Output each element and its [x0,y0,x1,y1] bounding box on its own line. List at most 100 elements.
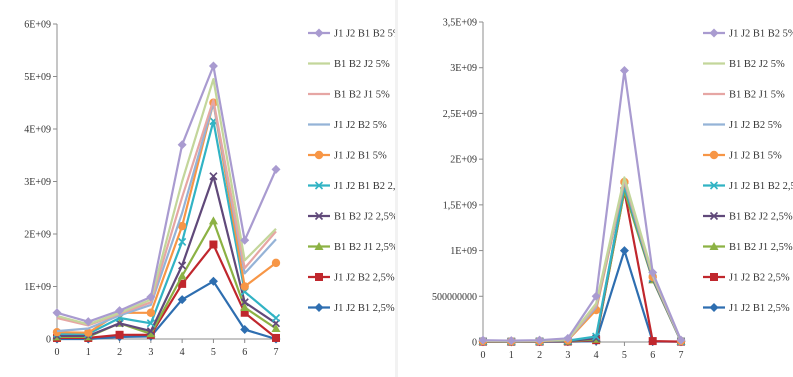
right-x-tick-label: 2 [537,350,542,361]
left-legend-item: J1 J2 B1 B2 2,5% [308,181,395,192]
right-series-0 [478,65,686,346]
left-data-point [240,303,250,311]
left-legend-label: B1 B2 J1 5% [334,90,390,101]
right-legend-label: B1 B2 J1 5% [729,90,785,101]
right-x-tick-label: 6 [650,350,655,361]
left-legend-label: J1 J2 B1 2,5% [334,303,395,314]
left-data-point [146,327,155,336]
left-legend-label: J1 J2 B2 2,5% [334,273,395,284]
left-data-point [208,276,218,286]
right-data-point [563,333,573,343]
right-data-point [676,335,686,345]
left-legend-marker [314,211,324,221]
left-legend-marker [314,242,324,250]
left-y-tick-label: 5E+09 [24,72,51,83]
left-series-line [56,101,277,334]
left-data-point [83,317,93,327]
left-data-point [146,308,156,317]
right-line-chart: 0 500000000 1E+09 1,5E+09 2E+09 2,5E+09 3E+09 3… [432,18,793,362]
left-legend-label: J1 J2 B1 B2 5% [334,29,395,40]
left-data-point [240,282,249,291]
left-y-tick-label: 4E+09 [24,125,51,136]
left-legend-label: J1 J2 B2 5% [334,120,387,131]
right-legend-item: B1 B2 J1 5% [703,90,785,101]
right-legend-marker [709,181,719,190]
left-x-tick-label: 7 [274,347,279,358]
left-data-point [52,308,62,318]
right-data-point [591,291,601,301]
left-y-tick-label: 3E+09 [24,177,51,188]
right-y-tick-label: 3,5E+09 [443,18,477,29]
left-x-tick-label: 6 [242,347,247,358]
right-legend-label: B1 B2 J1 2,5% [729,242,793,253]
right-legend-label: J1 J2 B1 5% [729,151,782,162]
left-y-tick-label: 1E+09 [24,282,51,293]
right-legend-label: J1 J2 B2 5% [729,120,782,131]
right-x-tick-label: 1 [509,350,514,361]
left-legend-label: B1 B2 J1 2,5% [334,242,395,253]
right-legend-label: B1 B2 J2 5% [729,59,785,70]
left-data-point [272,333,280,342]
left-series-line [57,280,277,341]
right-legend-item: J1 J2 B1 5% [703,151,782,162]
right-data-point [648,337,657,346]
left-chart-panel: 0 1E+09 2E+09 3E+09 4E+09 5E+09 6E+09 0 1 2 3 4 5 6 7 J… [0,0,395,377]
right-legend-label: J1 J2 B1 B2 2,5% [729,181,793,192]
left-legend-item: J1 J2 B2 5% [308,120,387,131]
left-legend-marker [314,303,324,312]
right-legend-marker [709,150,719,160]
left-data-point [115,330,124,339]
left-legend: J1 J2 B1 B2 5% B1 B2 J2 5% B1 B2 J1 5% J1 J… [308,28,395,314]
left-data-point [115,306,125,316]
left-series-line [56,77,277,326]
left-series-line [57,243,277,339]
left-legend-item: J1 J2 B1 2,5% [308,303,395,314]
right-y-tick-label: 0 [472,338,477,349]
left-legend-marker [314,150,324,160]
left-x-tick-label: 1 [86,347,91,358]
left-data-point [240,308,249,317]
right-x-tick-label: 4 [594,350,599,361]
left-data-point [52,327,62,337]
right-data-point [619,65,629,75]
left-x-tick-label: 5 [211,347,216,358]
right-x-tick-label: 7 [679,350,684,361]
left-data-point [178,261,187,270]
left-data-point [178,279,187,288]
left-legend-marker [315,273,323,281]
right-data-point [535,335,545,345]
right-y-tick-label: 1E+09 [450,246,477,257]
left-legend-item: B1 B2 J1 5% [308,90,390,101]
left-y-tick-label: 2E+09 [24,230,51,241]
left-data-point [84,328,93,337]
right-y-tick-label: 1,5E+09 [443,200,477,211]
left-series-line [56,64,278,323]
left-data-point [209,172,218,181]
right-legend-marker [710,273,718,281]
left-data-point [240,298,249,307]
left-series-1 [56,77,277,326]
right-series-9 [478,246,686,347]
left-legend-item: J1 J2 B2 2,5% [308,273,395,284]
right-legend-marker [709,211,719,221]
right-legend-marker [709,242,719,250]
right-series-line [482,69,683,342]
left-data-point [209,240,218,249]
right-data-point [619,246,629,256]
right-data-point [592,332,601,341]
left-legend-item: B1 B2 J2 5% [308,59,390,70]
left-data-point [177,140,187,150]
left-legend-item: J1 J2 B1 5% [308,151,387,162]
right-legend-label: J1 J2 B2 2,5% [729,273,790,284]
right-legend-item: J1 J2 B2 5% [703,120,782,131]
left-data-point [177,271,187,280]
right-legend-label: J1 J2 B1 B2 5% [729,29,793,40]
left-data-point [271,324,281,332]
right-data-point [506,336,516,346]
left-data-point [271,258,281,268]
left-data-point [240,325,250,335]
right-legend-item: J1 J2 B1 2,5% [703,303,790,314]
left-data-point [177,221,187,231]
right-x-tick-label: 3 [565,350,570,361]
left-data-point [271,313,281,323]
